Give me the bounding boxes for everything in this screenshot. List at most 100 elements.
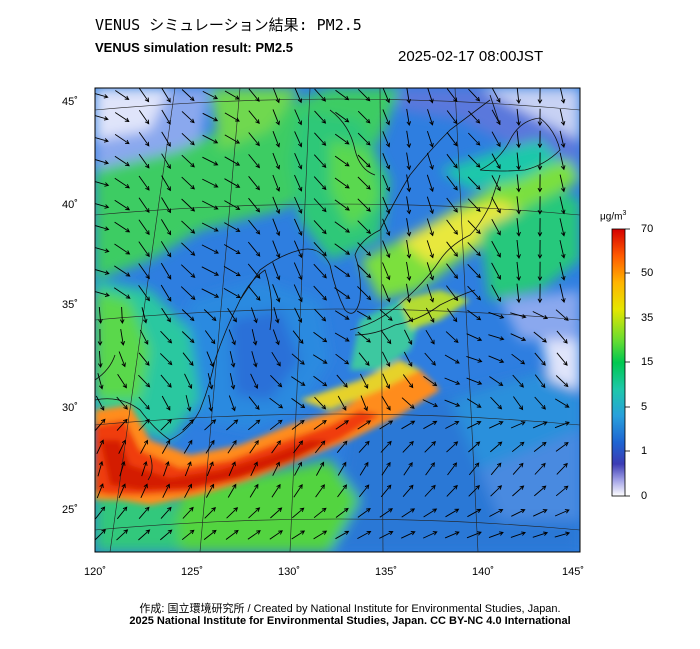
wind-arrow: [537, 239, 543, 259]
wind-arrow: [467, 132, 481, 146]
wind-arrow: [402, 484, 414, 497]
wind-arrow: [382, 373, 391, 390]
wind-arrow: [201, 288, 220, 298]
wind-arrow: [559, 108, 566, 126]
wind-arrow: [444, 377, 461, 385]
wind-arrow: [202, 156, 219, 166]
wind-arrow: [293, 218, 303, 236]
wind-arrow: [334, 177, 350, 189]
wind-arrow: [516, 218, 521, 237]
wind-arrow: [511, 509, 526, 517]
wind-arrow: [208, 395, 214, 412]
wind-arrow: [426, 283, 435, 303]
wind-arrow: [95, 395, 105, 411]
wind-arrow: [379, 309, 393, 321]
wind-arrow: [313, 263, 327, 279]
wind-arrow: [537, 174, 543, 193]
wind-arrow: [313, 198, 327, 213]
wind-arrow: [249, 483, 259, 498]
wind-arrow: [491, 284, 501, 303]
wind-arrow: [357, 508, 371, 518]
wind-arrow: [559, 88, 566, 104]
wind-arrow: [181, 220, 196, 234]
wind-arrow: [537, 152, 543, 171]
wind-arrow: [114, 243, 131, 255]
wind-arrow: [422, 399, 439, 408]
wind-arrow: [291, 376, 306, 386]
wind-arrow: [204, 419, 217, 431]
wind-arrow: [272, 461, 280, 476]
wind-arrow: [334, 265, 351, 277]
wind-arrow: [467, 508, 482, 518]
coastlines: [95, 94, 561, 481]
wind-arrow: [554, 509, 570, 517]
wind-arrow: [138, 197, 150, 213]
wind-arrow: [334, 310, 350, 320]
wind-arrow: [516, 196, 521, 215]
wind-arrow: [96, 483, 104, 499]
wind-arrow: [357, 154, 371, 168]
wind-arrow: [312, 354, 328, 364]
wind-arrow: [335, 353, 350, 365]
wind-arrow: [160, 262, 172, 280]
wind-arrow: [95, 506, 106, 520]
wind-arrow: [294, 307, 303, 324]
wind-arrow: [161, 109, 171, 125]
wind-arrow: [382, 109, 390, 126]
wind-arrow: [160, 374, 172, 388]
wind-arrow: [537, 88, 543, 104]
title-japanese: VENUS シミュレーション結果: PM2.5: [95, 16, 362, 34]
wind-arrow: [446, 132, 458, 147]
wind-arrow: [161, 153, 171, 170]
wind-arrow: [138, 263, 150, 280]
wind-arrow: [291, 419, 305, 430]
wind-arrow: [138, 175, 150, 191]
wind-arrow: [181, 198, 196, 212]
wind-arrow: [162, 483, 170, 498]
lon-tick-145: 145˚: [561, 566, 585, 578]
lon-tick-120: 120˚: [83, 566, 107, 578]
wind-arrow: [511, 441, 525, 453]
wind-arrow: [314, 440, 326, 454]
wind-arrow: [466, 377, 483, 385]
wind-arrow: [313, 154, 327, 168]
wind-arrow: [95, 269, 110, 275]
wind-arrow: [380, 330, 392, 345]
wind-arrow: [423, 531, 438, 539]
wind-arrow: [336, 374, 348, 388]
wind-arrow: [120, 329, 126, 346]
wind-arrow: [313, 331, 328, 343]
wind-arrow: [227, 439, 237, 454]
wind-arrow: [467, 263, 481, 279]
graticule: [95, 88, 580, 552]
wind-arrow: [559, 196, 566, 215]
wind-arrow: [491, 262, 501, 280]
wind-arrow: [559, 261, 566, 281]
wind-arrow: [181, 242, 196, 256]
wind-arrow: [516, 108, 521, 127]
wind-arrow: [293, 284, 303, 303]
wind-arrow: [293, 262, 303, 281]
wind-arrow: [491, 109, 501, 126]
wind-arrow: [95, 93, 109, 99]
wind-arrow: [273, 307, 280, 324]
wind-arrow: [556, 330, 568, 344]
wind-arrow: [491, 88, 501, 103]
wind-arrow: [272, 329, 280, 346]
wind-arrow: [358, 352, 370, 367]
wind-arrow: [359, 373, 369, 389]
wind-arrow: [117, 374, 127, 389]
wind-arrow: [512, 462, 524, 475]
wind-arrow: [95, 291, 110, 297]
wind-arrow: [181, 111, 195, 124]
wind-arrow: [382, 196, 391, 214]
wind-arrow: [466, 333, 483, 342]
wind-arrow: [533, 509, 548, 517]
wind-arrow: [334, 221, 350, 233]
wind-arrow: [269, 530, 283, 540]
wind-arrow: [250, 307, 258, 324]
wind-arrow: [269, 419, 283, 431]
wind-arrow: [554, 531, 571, 538]
wind-arrow: [248, 154, 261, 169]
wind-arrow: [206, 483, 215, 498]
